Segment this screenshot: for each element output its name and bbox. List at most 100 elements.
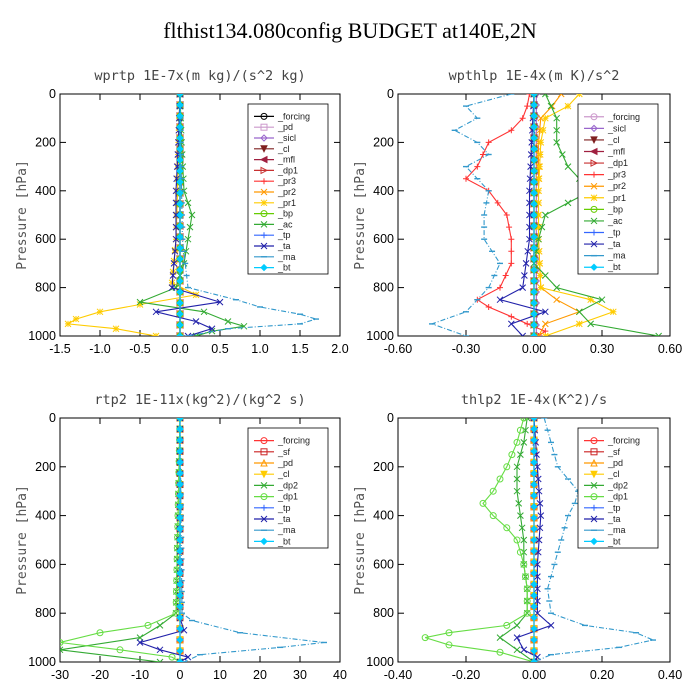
y-tick-label: 200: [35, 460, 56, 474]
series-point: [530, 233, 538, 241]
series-point: [513, 634, 521, 641]
legend-label: _dp1: [277, 492, 298, 502]
series-point: [530, 558, 538, 566]
series-point: [176, 101, 184, 109]
series-point: [176, 469, 184, 478]
x-tick-label: 0.20: [590, 668, 614, 682]
x-tick-label: 0.0: [171, 342, 188, 356]
x-tick-label: -10: [131, 668, 149, 682]
legend-label: _ma: [277, 252, 296, 262]
legend: _forcing_sicl _cl _mfl_dp1 _pr3_pr2 _pr1_bp _…: [577, 103, 659, 275]
x-tick-label: 1.0: [251, 342, 268, 356]
series-point: [536, 260, 544, 267]
series-group: [429, 94, 663, 336]
series-point: [60, 638, 64, 646]
series-point: [176, 514, 184, 522]
series-point: [530, 222, 538, 230]
series-point: [176, 134, 184, 142]
legend-label: _ta: [277, 514, 291, 524]
series-point: [176, 266, 184, 274]
series-point: [547, 102, 555, 110]
series-point: [176, 625, 184, 633]
series-point: [575, 94, 583, 98]
legend-marker: [590, 263, 598, 271]
legend-label: _dp1: [277, 165, 298, 175]
legend-marker: [260, 112, 268, 120]
series-point: [530, 647, 538, 655]
x-tick-label: -0.20: [452, 668, 481, 682]
legend-label: _cl: [607, 469, 620, 479]
x-tick-label: 0.5: [211, 342, 228, 356]
series-point: [535, 199, 542, 207]
legend: _forcing_sf_pd_cl_dp2 _dp1_tp_ta_ma_bt: [247, 427, 329, 549]
series-point: [517, 512, 524, 519]
y-axis-label: Pressure [hPa]: [353, 160, 368, 270]
series-point: [530, 167, 538, 175]
x-tick-label: -0.30: [452, 342, 481, 356]
legend-label: _pr3: [607, 170, 626, 180]
y-tick-label: 400: [373, 184, 394, 198]
series-point: [503, 212, 510, 218]
series-point: [156, 646, 164, 654]
y-tick-label: 600: [373, 557, 394, 571]
panel-2: wpthlp 1E-4x(m K)/s^2 Pressure [hPa] -0.60…: [353, 68, 682, 356]
series-point: [240, 322, 248, 330]
legend-label: _pd: [277, 122, 293, 132]
series-point: [587, 320, 595, 328]
series-point: [564, 163, 572, 170]
series-point: [530, 658, 538, 662]
series-line: [60, 418, 181, 662]
y-tick-label: 600: [35, 557, 56, 571]
plot-frame: [59, 93, 341, 337]
series-group: [421, 418, 656, 662]
series-point: [526, 94, 533, 97]
series-point: [553, 114, 561, 122]
series-point: [575, 308, 583, 316]
series-point: [496, 634, 504, 641]
series-point: [176, 255, 184, 263]
series-point: [587, 296, 595, 304]
legend-label: _ac: [607, 216, 623, 226]
series-point: [536, 524, 544, 532]
series-point: [186, 223, 194, 231]
series-point: [530, 211, 538, 219]
series-point: [96, 629, 104, 637]
panel-4: thlp2 1E-4x(K^2)/s Pressure [hPa] -0.40 -0.…: [353, 392, 682, 682]
y-tick-label: 600: [35, 232, 56, 246]
y-tick-label: 200: [373, 460, 394, 474]
legend-marker: [260, 210, 268, 218]
y-axis-label: Pressure [hPa]: [15, 485, 30, 595]
series-point: [176, 277, 184, 285]
series-point: [176, 658, 184, 662]
series-point: [176, 536, 184, 544]
series-line: [60, 418, 181, 662]
legend-marker: [590, 136, 598, 145]
series-line: [425, 418, 535, 662]
legend-label: _forcing: [277, 436, 310, 446]
series-point: [496, 475, 504, 483]
series-line: [179, 418, 325, 662]
legend-label: _ma: [277, 525, 296, 535]
series-point: [508, 248, 515, 255]
series-point: [516, 426, 524, 434]
legend-marker: [590, 217, 598, 225]
series-point: [530, 178, 538, 186]
y-tick-label: 800: [35, 606, 56, 620]
y-axis-label: Pressure [hPa]: [15, 160, 30, 270]
series-point: [508, 127, 515, 134]
series-point: [216, 298, 224, 306]
series-point: [480, 151, 486, 158]
legend-marker: [590, 458, 598, 467]
x-tick-label: 0: [177, 668, 184, 682]
series-point: [176, 123, 184, 131]
legend-marker: [260, 448, 268, 456]
series-point: [174, 175, 182, 183]
series-point: [557, 94, 565, 98]
y-tick-label: 1000: [366, 655, 394, 669]
series-point: [530, 101, 538, 109]
legend-label: _sf: [607, 447, 621, 457]
series-point: [534, 609, 541, 617]
series-point: [530, 156, 538, 164]
panel-title: rtp2 1E-11x(kg^2)/(kg^2 s): [94, 392, 305, 408]
legend-marker: [260, 134, 268, 142]
